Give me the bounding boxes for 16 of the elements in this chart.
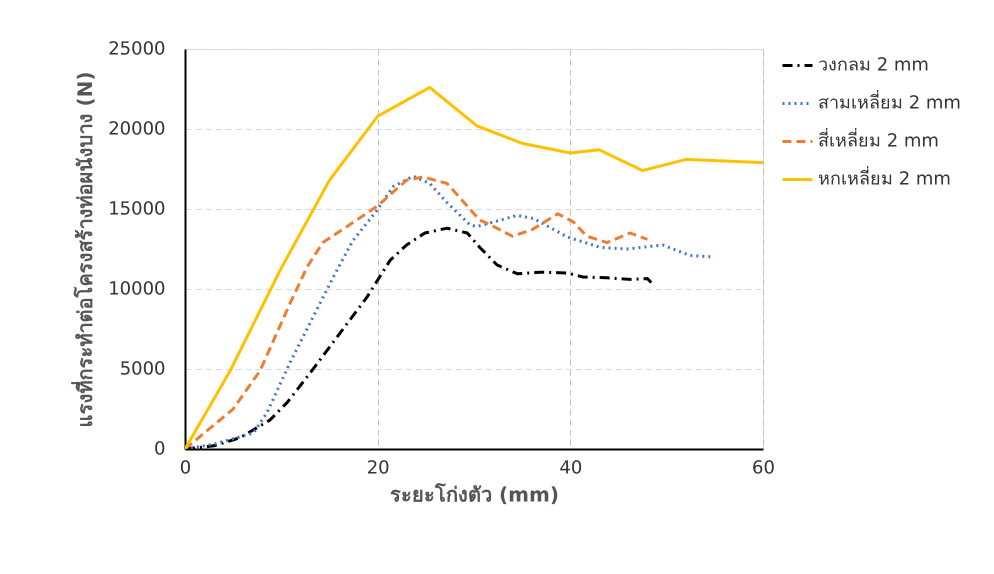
x-axis-title: ระยะโก่งตัว (mm)	[390, 482, 559, 506]
y-tick-label: 25000	[108, 38, 166, 60]
x-tick-label: 0	[180, 458, 192, 478]
x-tick-label: 20	[366, 458, 390, 478]
y-tick-label: 15000	[108, 198, 166, 220]
y-tick-label: 0	[154, 438, 166, 460]
legend-label: หกเหลี่ยม 2 mm	[818, 166, 951, 190]
x-tick-label: 40	[559, 458, 582, 478]
y-tick-label: 10000	[108, 278, 166, 300]
legend-label: สี่เหลี่ยม 2 mm	[818, 128, 939, 152]
y-tick-label: 5000	[120, 358, 166, 380]
x-tick-label: 60	[752, 458, 775, 478]
legend-label: วงกลม 2 mm	[818, 54, 929, 76]
y-tick-label: 20000	[108, 118, 166, 140]
y-axis-title: แรงที่กระทำต่อโครงสร้างท่อผนังบาง (N)	[70, 72, 98, 428]
legend-label: สามเหลี่ยม 2 mm	[818, 90, 961, 114]
